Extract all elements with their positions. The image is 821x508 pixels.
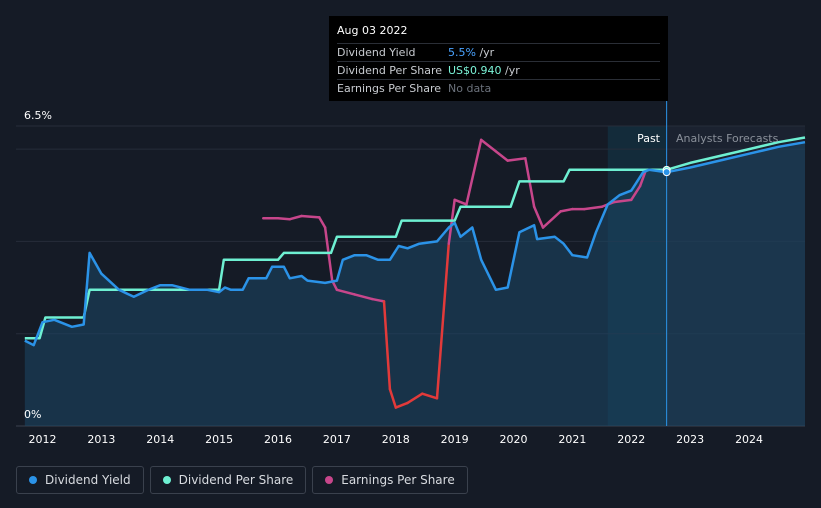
earnings-per-share-segment	[582, 205, 604, 211]
past-label: Past	[637, 132, 661, 145]
x-tick-label: 2014	[146, 433, 174, 446]
series-lines	[24, 136, 806, 409]
earnings-per-share-segment	[335, 288, 356, 296]
earnings-per-share-segment	[370, 297, 386, 303]
x-tick-label: 2021	[558, 433, 586, 446]
legend-dot-icon	[162, 476, 171, 484]
legend-dividend-per-share[interactable]: Dividend Per Share	[149, 466, 307, 494]
earnings-per-share-segment	[276, 217, 292, 221]
tooltip-unit: /yr	[475, 46, 495, 59]
earnings-per-share-segment	[479, 138, 498, 153]
tooltip-row-dividend-yield: Dividend Yield 5.5% /yr	[337, 43, 660, 61]
x-tick-label: 2020	[500, 433, 528, 446]
earnings-per-share-segment	[453, 198, 468, 206]
forecast-label: Analysts Forecasts	[676, 132, 779, 145]
earnings-per-share-segment	[541, 210, 562, 229]
current-markers[interactable]	[662, 165, 671, 177]
tooltip-row-dividend-per-share: Dividend Per Share US$0.940 /yr	[337, 61, 660, 79]
earnings-per-share-segment	[506, 157, 527, 162]
x-tick-label: 2019	[441, 433, 469, 446]
earnings-per-share-segment	[382, 300, 392, 391]
tooltip-date: Aug 03 2022	[337, 24, 408, 37]
legend-dot-icon	[29, 476, 37, 484]
y-label-bottom: 0%	[24, 408, 41, 421]
legend-label: Dividend Yield	[45, 473, 131, 487]
tooltip-number: 5.5%	[448, 46, 476, 59]
x-tick-label: 2024	[735, 433, 763, 446]
chart-legend: Dividend Yield Dividend Per Share Earnin…	[16, 466, 468, 494]
legend-dot-icon	[325, 476, 334, 484]
legend-earnings-per-share[interactable]: Earnings Per Share	[312, 466, 468, 494]
tooltip-unit: /yr	[501, 64, 520, 77]
x-tick-label: 2022	[617, 433, 645, 446]
earnings-per-share-segment	[559, 207, 574, 213]
earnings-per-share-segment	[317, 216, 327, 229]
x-tick-label: 2015	[205, 433, 233, 446]
tooltip-value: No data	[448, 82, 492, 95]
tooltip-label: Dividend Yield	[337, 46, 416, 59]
dividend-yield-marker	[662, 168, 671, 177]
x-tick-label: 2013	[87, 433, 115, 446]
dividend-yield-line	[24, 140, 806, 347]
dividend-per-share-line	[24, 136, 806, 340]
x-tick-label: 2016	[264, 433, 292, 446]
tooltip-row-earnings-per-share: Earnings Per Share No data	[337, 79, 660, 97]
yield-area-fill	[24, 142, 806, 426]
earnings-per-share-segment	[388, 387, 398, 409]
tooltip-label: Earnings Per Share	[337, 82, 442, 95]
y-label-top: 6.5%	[24, 109, 52, 122]
earnings-per-share-segment	[421, 392, 439, 400]
earnings-per-share-segment	[494, 150, 509, 162]
yield-area	[24, 142, 806, 426]
earnings-per-share-segment	[465, 138, 483, 206]
x-tick-label: 2017	[323, 433, 351, 446]
legend-label: Dividend Per Share	[178, 473, 294, 487]
earnings-per-share-segment	[612, 198, 633, 204]
earnings-per-share-segment	[288, 214, 303, 221]
earnings-per-share-segment	[406, 392, 424, 405]
x-axis-ticks: 2012 2013 2014 2015 2016 2017 2018 2019 2020 2021…	[28, 433, 763, 446]
tooltip-value: 5.5% /yr	[448, 46, 494, 59]
earnings-per-share-segment	[630, 184, 642, 202]
x-tick-label: 2012	[28, 433, 56, 446]
legend-label: Earnings Per Share	[341, 473, 455, 487]
chart-tooltip: Aug 03 2022 Dividend Yield 5.5% /yr Divi…	[329, 16, 668, 101]
earnings-per-share-segment	[394, 401, 409, 409]
tooltip-number: US$0.940	[448, 64, 502, 77]
earnings-per-share-segment	[353, 293, 374, 301]
tooltip-label: Dividend Per Share	[337, 64, 443, 77]
x-tick-label: 2018	[382, 433, 410, 446]
x-tick-label: 2023	[676, 433, 704, 446]
earnings-per-share-segment	[300, 214, 321, 219]
legend-dividend-yield[interactable]: Dividend Yield	[16, 466, 144, 494]
earnings-per-share-segment	[435, 242, 451, 400]
tooltip-value: US$0.940 /yr	[448, 64, 520, 77]
earnings-per-share-segment	[532, 205, 545, 229]
